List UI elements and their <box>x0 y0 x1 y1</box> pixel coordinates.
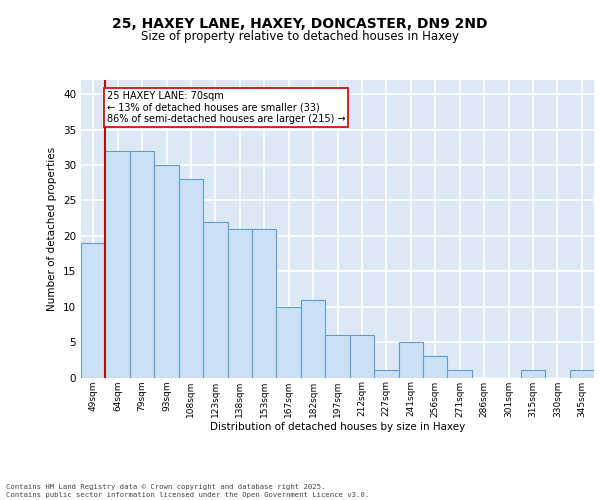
Bar <box>203 222 227 378</box>
Text: Contains HM Land Registry data © Crown copyright and database right 2025.
Contai: Contains HM Land Registry data © Crown c… <box>6 484 369 498</box>
Text: 25 HAXEY LANE: 70sqm
← 13% of detached houses are smaller (33)
86% of semi-detac: 25 HAXEY LANE: 70sqm ← 13% of detached h… <box>107 90 345 124</box>
Bar <box>398 342 423 378</box>
Bar <box>448 370 472 378</box>
Bar <box>252 229 277 378</box>
Bar <box>179 179 203 378</box>
Bar <box>106 151 130 378</box>
Bar <box>325 335 350 378</box>
Y-axis label: Number of detached properties: Number of detached properties <box>47 146 58 311</box>
Bar <box>227 229 252 378</box>
Bar <box>81 243 106 378</box>
Bar <box>521 370 545 378</box>
Bar <box>350 335 374 378</box>
Text: 25, HAXEY LANE, HAXEY, DONCASTER, DN9 2ND: 25, HAXEY LANE, HAXEY, DONCASTER, DN9 2N… <box>112 18 488 32</box>
Bar <box>301 300 325 378</box>
Bar <box>130 151 154 378</box>
Bar <box>569 370 594 378</box>
Bar <box>423 356 448 378</box>
Text: Size of property relative to detached houses in Haxey: Size of property relative to detached ho… <box>141 30 459 43</box>
Bar <box>154 165 179 378</box>
Bar <box>374 370 398 378</box>
X-axis label: Distribution of detached houses by size in Haxey: Distribution of detached houses by size … <box>210 422 465 432</box>
Bar <box>277 306 301 378</box>
